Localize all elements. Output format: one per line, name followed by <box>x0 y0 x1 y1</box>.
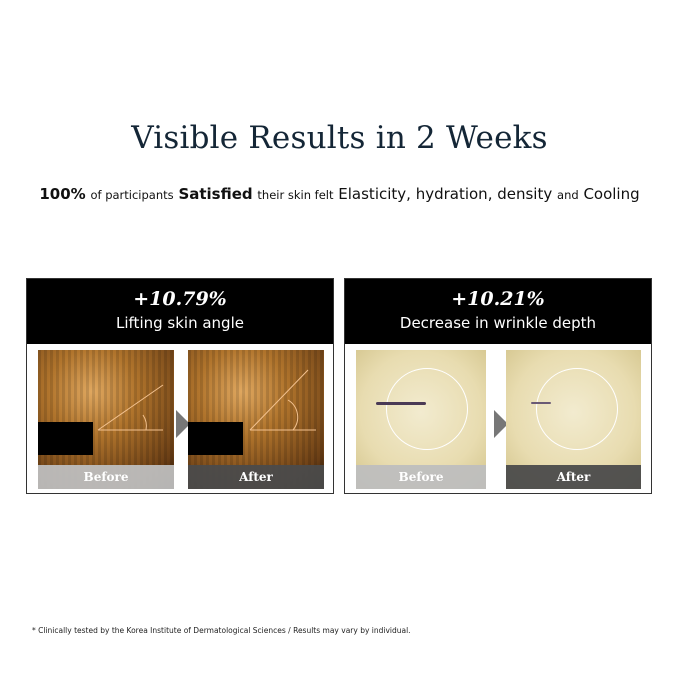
before-image: Before <box>356 350 486 489</box>
sub-attributes: Elasticity, hydration, density <box>338 185 553 203</box>
before-image: Before <box>38 350 174 489</box>
panel-header: +10.21% Decrease in wrinkle depth <box>345 279 651 344</box>
sub-satisfied: Satisfied <box>178 185 253 203</box>
sub-and: and <box>557 188 579 202</box>
angle-lines <box>249 369 316 431</box>
sub-skin-felt: their skin felt <box>257 188 334 202</box>
footnote: * Clinically tested by the Korea Institu… <box>32 626 411 635</box>
lifting-panel: +10.79% Lifting skin angle Before After <box>26 278 334 494</box>
redaction-block <box>188 422 243 455</box>
title-rest: in 2 Weeks <box>375 120 548 156</box>
circle-marker <box>536 368 618 450</box>
sub-participants: of participants <box>90 188 174 202</box>
panel-label: Decrease in wrinkle depth <box>399 314 597 332</box>
sub-cooling: Cooling <box>583 185 640 203</box>
sub-100: 100% <box>39 185 86 203</box>
after-caption: After <box>188 465 324 489</box>
percent: +10.21% <box>451 288 545 310</box>
arrow-icon <box>494 410 508 438</box>
after-image: After <box>506 350 641 489</box>
circle-marker <box>386 368 468 450</box>
page-title: Visible Results in 2 Weeks <box>0 120 679 156</box>
panel-header: +10.79% Lifting skin angle <box>27 279 333 344</box>
title-bold: Visible Results <box>131 120 366 156</box>
before-caption: Before <box>38 465 174 489</box>
panel-label: Lifting skin angle <box>116 314 244 332</box>
redaction-block <box>38 422 93 455</box>
wrinkle-panel: +10.21% Decrease in wrinkle depth Before… <box>344 278 652 494</box>
before-caption: Before <box>356 465 486 489</box>
angle-lines <box>97 384 164 431</box>
subtitle: 100% of participants Satisfied their ski… <box>0 185 679 203</box>
percent: +10.79% <box>133 288 227 310</box>
arrow-icon <box>176 410 190 438</box>
after-caption: After <box>506 465 641 489</box>
after-image: After <box>188 350 324 489</box>
